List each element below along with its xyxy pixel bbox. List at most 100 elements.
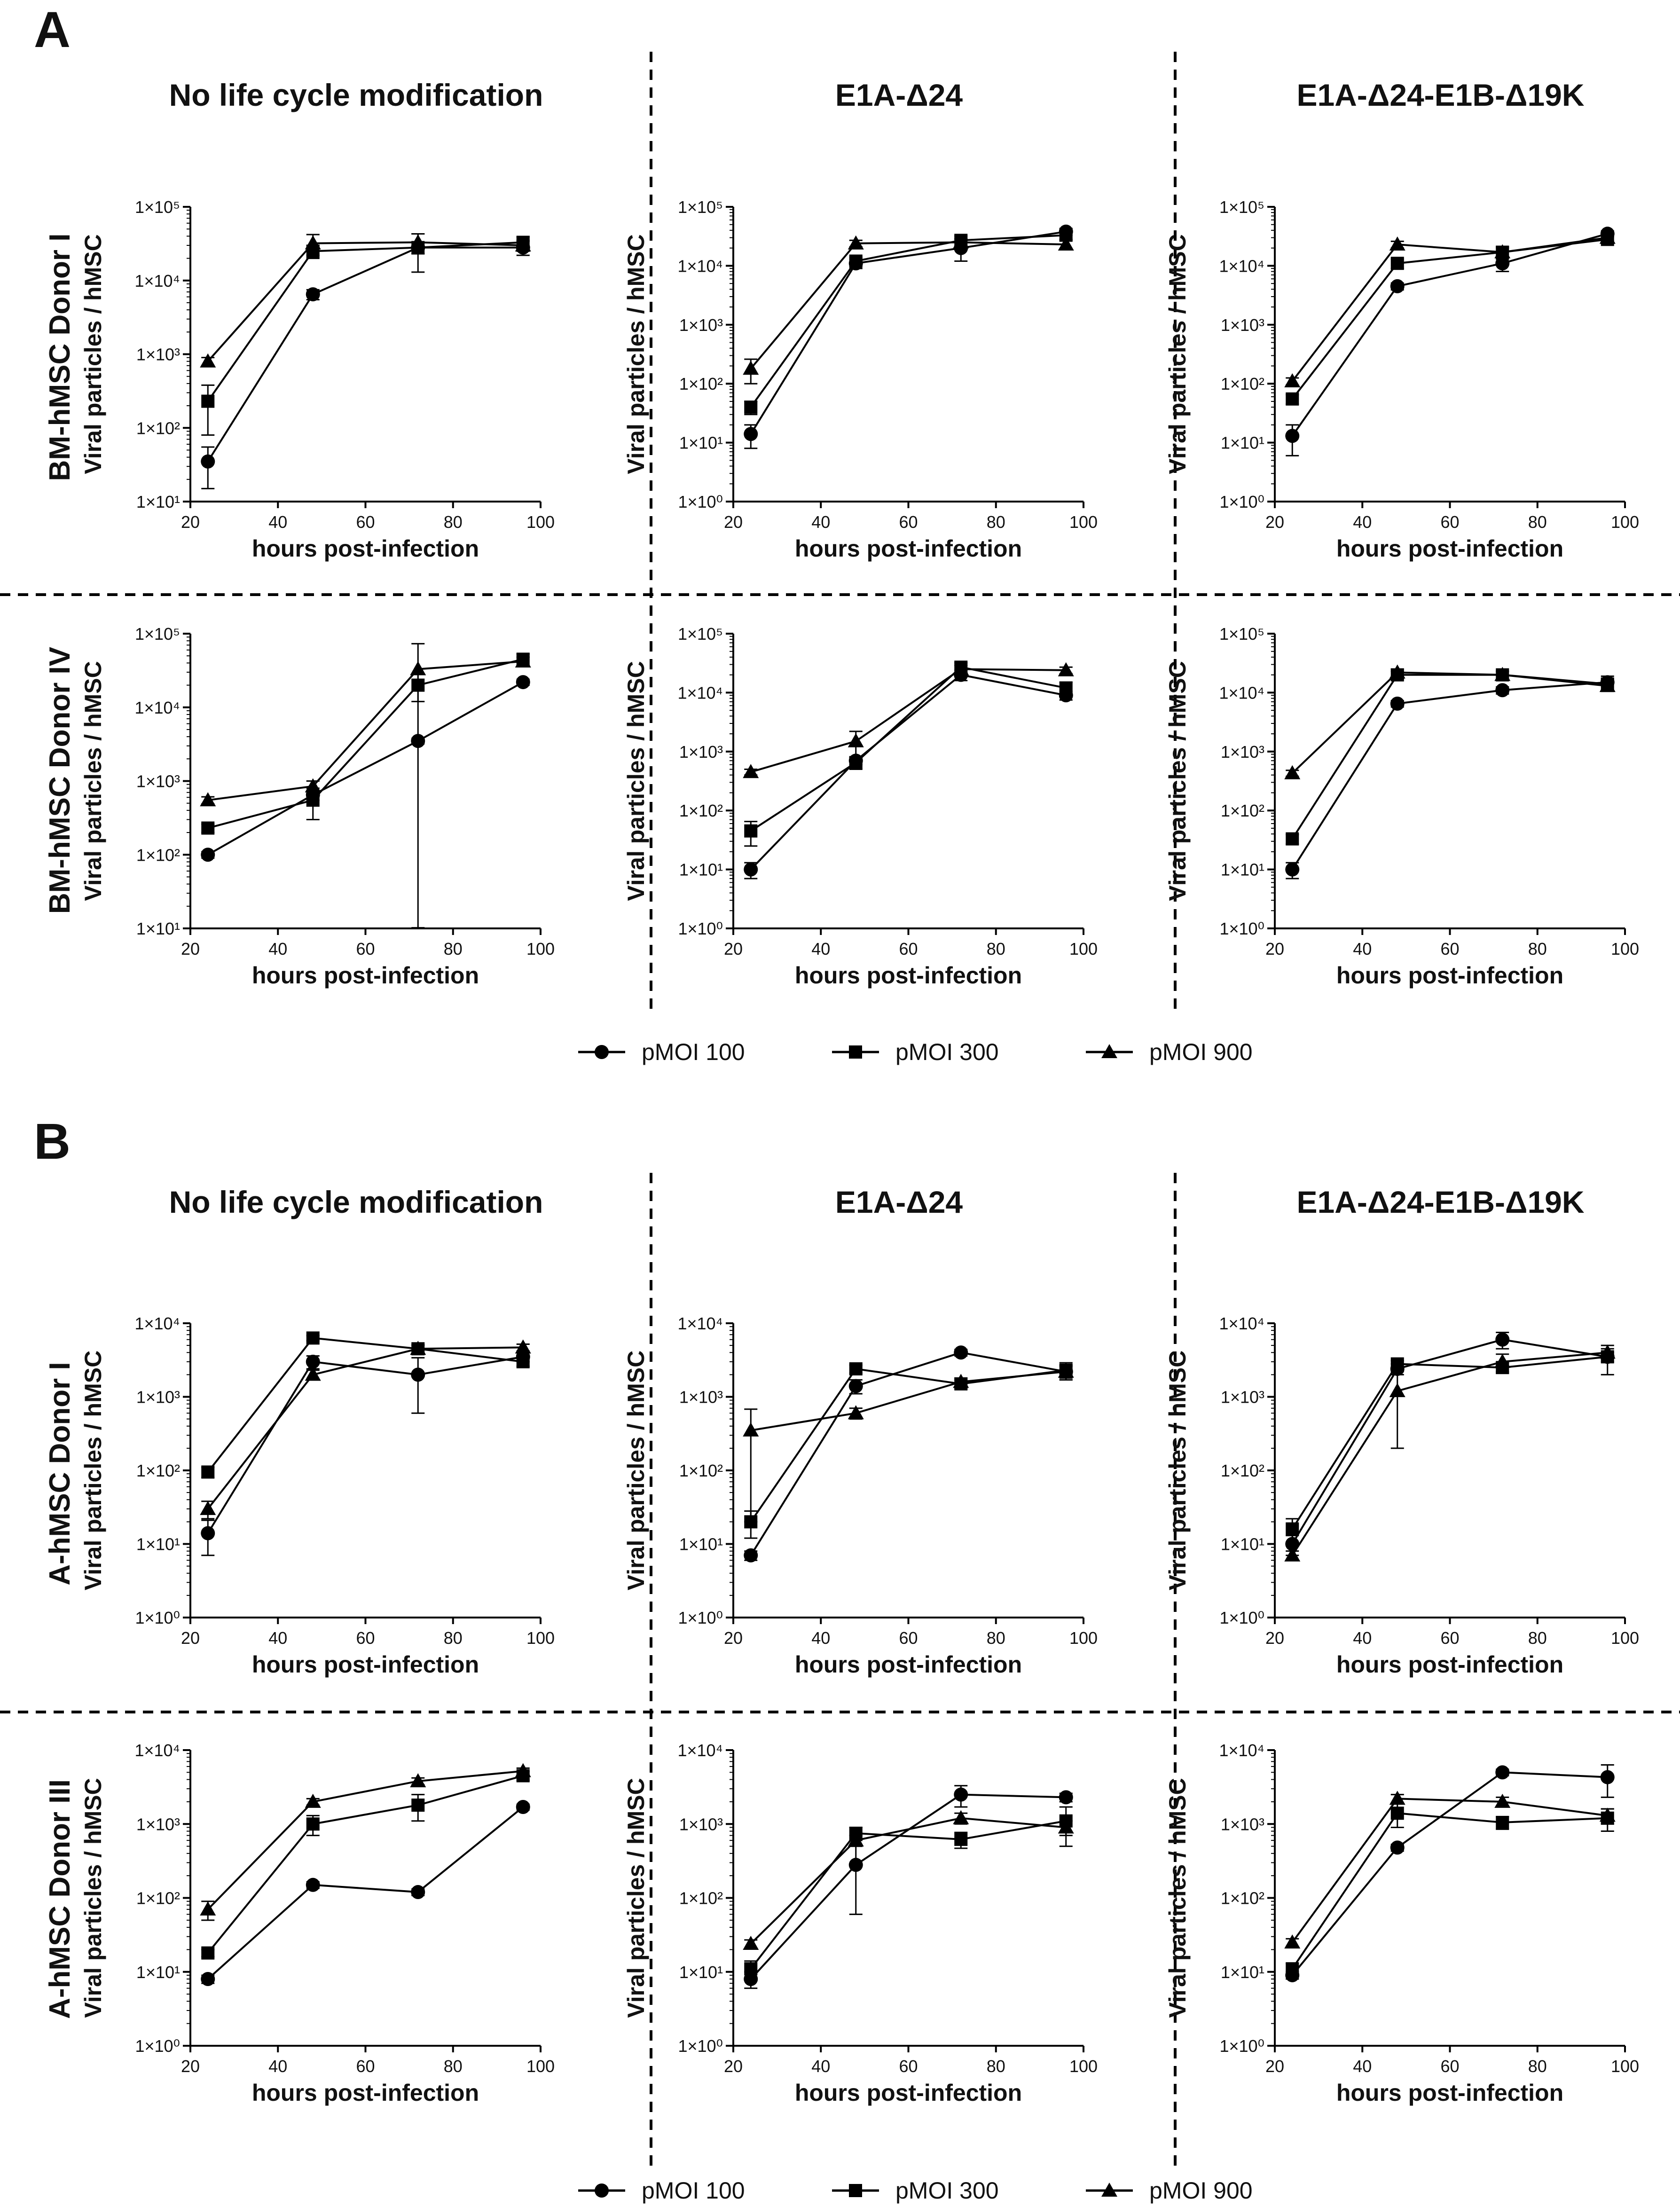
data-point-square xyxy=(306,1817,320,1831)
y-tick-label: 1×10⁰ xyxy=(135,1608,180,1627)
y-tick-label: 1×10¹ xyxy=(679,1535,723,1554)
data-point-triangle xyxy=(305,1793,321,1808)
series-line-circle xyxy=(1291,681,1608,870)
data-point-circle xyxy=(1285,429,1300,443)
y-tick-label: 1×10³ xyxy=(1221,1814,1264,1834)
column-title: E1A-Δ24 xyxy=(835,1185,963,1219)
data-point-circle xyxy=(306,1354,320,1369)
y-tick-label: 1×10¹ xyxy=(1221,1535,1264,1554)
legend-label: pMOI 100 xyxy=(642,1039,745,1065)
y-tick-label: 1×10⁰ xyxy=(135,2036,180,2056)
data-point-triangle xyxy=(1494,244,1511,259)
x-tick-label: 60 xyxy=(356,939,375,958)
data-point-triangle xyxy=(200,1901,216,1916)
legend-marker-triangle xyxy=(1101,1044,1117,1058)
data-point-triangle xyxy=(1494,667,1511,681)
legend-item: pMOI 900 xyxy=(1086,1039,1253,1065)
series-line-square xyxy=(1291,674,1608,840)
data-point-circle xyxy=(516,675,530,690)
series-line-square xyxy=(207,1337,523,1473)
x-tick-label: 100 xyxy=(526,512,555,532)
data-point-square xyxy=(744,1962,758,1976)
series-line-square xyxy=(207,658,524,829)
data-point-triangle xyxy=(953,1374,969,1388)
series-line-triangle xyxy=(207,241,523,362)
legend-marker-square xyxy=(849,2184,862,2197)
data-point-circle xyxy=(306,1877,320,1892)
y-tick-label: 1×10² xyxy=(136,418,180,438)
data-point-square xyxy=(954,1832,968,1846)
data-point-square xyxy=(516,1355,530,1368)
data-point-triangle xyxy=(1058,662,1074,676)
y-tick-label: 1×10² xyxy=(136,845,180,864)
data-point-triangle xyxy=(1284,765,1301,779)
data-point-triangle xyxy=(953,234,969,249)
data-point-circle xyxy=(1495,256,1510,271)
chart-panel: 20 40 60 80 100 1×10⁰ 1×10¹ 1×10² 1×10³ 1×10⁴ 1×10… xyxy=(1164,197,1639,562)
y-tick-label: 1×10² xyxy=(1221,1461,1264,1480)
data-point-triangle xyxy=(200,1500,216,1515)
series-line-triangle xyxy=(1291,671,1608,774)
chart-panel: 20 40 60 80 100 1×10¹ 1×10² 1×10³ 1×10⁴ 1×10⁵ hour… xyxy=(80,197,555,562)
y-axis-title: Viral particles / hMSC xyxy=(80,1351,106,1590)
y-tick-label: 1×10² xyxy=(679,801,723,820)
y-tick-label: 1×10¹ xyxy=(1221,433,1264,453)
data-point-circle xyxy=(306,287,320,302)
x-axis-title: hours post-infection xyxy=(1336,535,1563,562)
chart-panel: 20 40 60 80 100 1×10⁰ 1×10¹ 1×10² 1×10³ 1×10⁴ hour… xyxy=(1164,1314,1639,1678)
data-point-triangle xyxy=(1284,1547,1301,1562)
x-tick-label: 100 xyxy=(1611,1628,1639,1648)
legend-item: pMOI 300 xyxy=(832,2177,999,2204)
y-axis-title: Viral particles / hMSC xyxy=(1164,234,1191,474)
data-point-square xyxy=(849,1362,863,1375)
data-point-circle xyxy=(1390,279,1405,293)
data-point-triangle xyxy=(1284,373,1301,388)
x-tick-label: 60 xyxy=(899,1628,918,1648)
legend-item: pMOI 100 xyxy=(578,1039,745,1065)
legend-label: pMOI 900 xyxy=(1149,1039,1253,1065)
data-point-triangle xyxy=(1599,1344,1616,1359)
y-tick-label: 1×10³ xyxy=(679,742,723,762)
series-line-square xyxy=(1291,1812,1608,1970)
x-tick-label: 20 xyxy=(181,939,200,958)
x-tick-label: 100 xyxy=(1069,2057,1098,2076)
data-point-square xyxy=(306,1331,320,1345)
y-axis-title: Viral particles / hMSC xyxy=(80,234,106,474)
x-tick-label: 80 xyxy=(444,512,463,532)
x-tick-label: 40 xyxy=(811,939,830,958)
series-line-circle xyxy=(207,681,524,856)
data-point-triangle xyxy=(1599,229,1616,244)
data-point-triangle xyxy=(515,1339,531,1354)
series-line-circle xyxy=(207,246,523,462)
y-tick-label: 1×10³ xyxy=(1221,742,1264,762)
data-point-square xyxy=(411,1799,425,1812)
y-tick-label: 1×10³ xyxy=(679,315,723,335)
column-title: No life cycle modification xyxy=(169,78,543,112)
data-point-triangle xyxy=(743,764,759,778)
legend-marker-circle xyxy=(595,2183,609,2198)
y-axis-title: Viral particles / hMSC xyxy=(80,661,106,901)
data-point-square xyxy=(849,756,863,770)
y-tick-label: 1×10⁵ xyxy=(1219,624,1264,644)
data-point-triangle xyxy=(743,361,759,375)
x-tick-label: 40 xyxy=(1353,512,1372,532)
x-axis-title: hours post-infection xyxy=(252,1651,479,1678)
y-tick-label: 1×10⁰ xyxy=(678,919,723,938)
y-tick-label: 1×10⁴ xyxy=(134,698,180,717)
data-point-triangle xyxy=(953,1810,969,1824)
x-tick-label: 80 xyxy=(987,512,1005,532)
y-axis-title: Viral particles / hMSC xyxy=(1164,1351,1191,1590)
data-point-triangle xyxy=(1599,678,1616,692)
data-point-circle xyxy=(848,1858,863,1872)
data-point-square xyxy=(1286,832,1299,846)
series-line-circle xyxy=(750,230,1067,435)
data-point-square xyxy=(1286,392,1299,406)
chart-panel: 20 40 60 80 100 1×10¹ 1×10² 1×10³ 1×10⁴ 1×10⁵ hour… xyxy=(80,624,555,989)
y-axis-title: Viral particles / hMSC xyxy=(623,661,649,901)
x-tick-label: 100 xyxy=(1069,1628,1098,1648)
series-line-triangle xyxy=(207,1770,523,1910)
series-line-circle xyxy=(207,1356,524,1534)
y-tick-label: 1×10⁴ xyxy=(677,683,723,702)
y-tick-label: 1×10⁴ xyxy=(134,1741,180,1760)
series-line-square xyxy=(1291,1356,1608,1530)
